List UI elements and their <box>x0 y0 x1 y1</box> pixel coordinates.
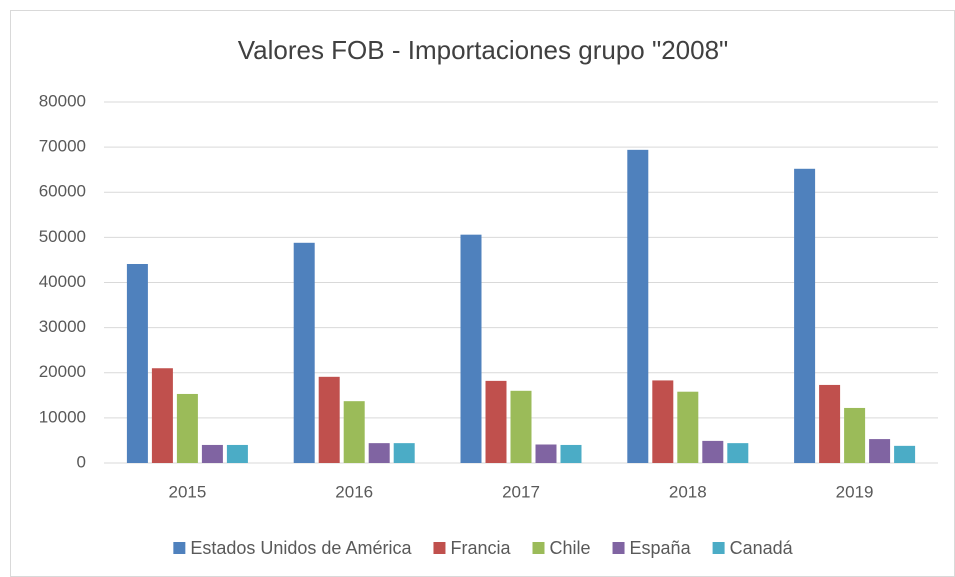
bar <box>844 407 866 463</box>
bar <box>510 390 532 463</box>
chart-title: Valores FOB - Importaciones grupo "2008" <box>238 35 729 65</box>
bar <box>393 443 415 463</box>
legend-swatch <box>173 542 186 554</box>
bar <box>176 393 198 463</box>
bar <box>151 368 173 463</box>
y-tick-label: 40000 <box>39 272 86 291</box>
bar <box>560 444 582 463</box>
bar <box>535 444 557 463</box>
legend-label: Francia <box>450 538 511 558</box>
bar <box>652 380 674 463</box>
y-tick-label: 60000 <box>39 182 86 201</box>
x-tick-label: 2015 <box>168 482 206 501</box>
bar <box>677 391 699 463</box>
bar <box>727 443 749 463</box>
legend-swatch <box>433 542 446 554</box>
y-tick-label: 0 <box>77 452 86 471</box>
y-tick-label: 70000 <box>39 137 86 156</box>
legend-label: Estados Unidos de América <box>190 538 412 558</box>
legend-swatch <box>612 542 625 554</box>
bar <box>819 384 841 463</box>
bar <box>460 234 482 463</box>
x-tick-label: 2016 <box>335 482 373 501</box>
bar <box>318 376 340 463</box>
x-tick-label: 2019 <box>836 482 874 501</box>
bar <box>894 445 916 463</box>
legend-label: Canadá <box>730 538 794 558</box>
legend-label: Chile <box>550 538 591 558</box>
bar <box>201 444 223 463</box>
bar <box>343 401 365 463</box>
bar <box>368 443 390 463</box>
y-tick-label: 20000 <box>39 362 86 381</box>
y-tick-label: 50000 <box>39 227 86 246</box>
bar <box>293 242 315 463</box>
bar <box>869 439 891 463</box>
bar <box>485 380 507 463</box>
bar <box>794 168 816 463</box>
y-tick-label: 10000 <box>39 407 86 426</box>
x-tick-label: 2018 <box>669 482 707 501</box>
x-tick-label: 2017 <box>502 482 540 501</box>
bar <box>627 149 649 463</box>
legend-swatch <box>532 542 545 554</box>
y-tick-label: 80000 <box>39 91 86 110</box>
y-tick-label: 30000 <box>39 317 86 336</box>
bar <box>226 444 248 463</box>
bar <box>702 440 724 463</box>
legend-label: España <box>630 538 692 558</box>
legend-swatch <box>712 542 725 554</box>
bar <box>126 263 148 463</box>
